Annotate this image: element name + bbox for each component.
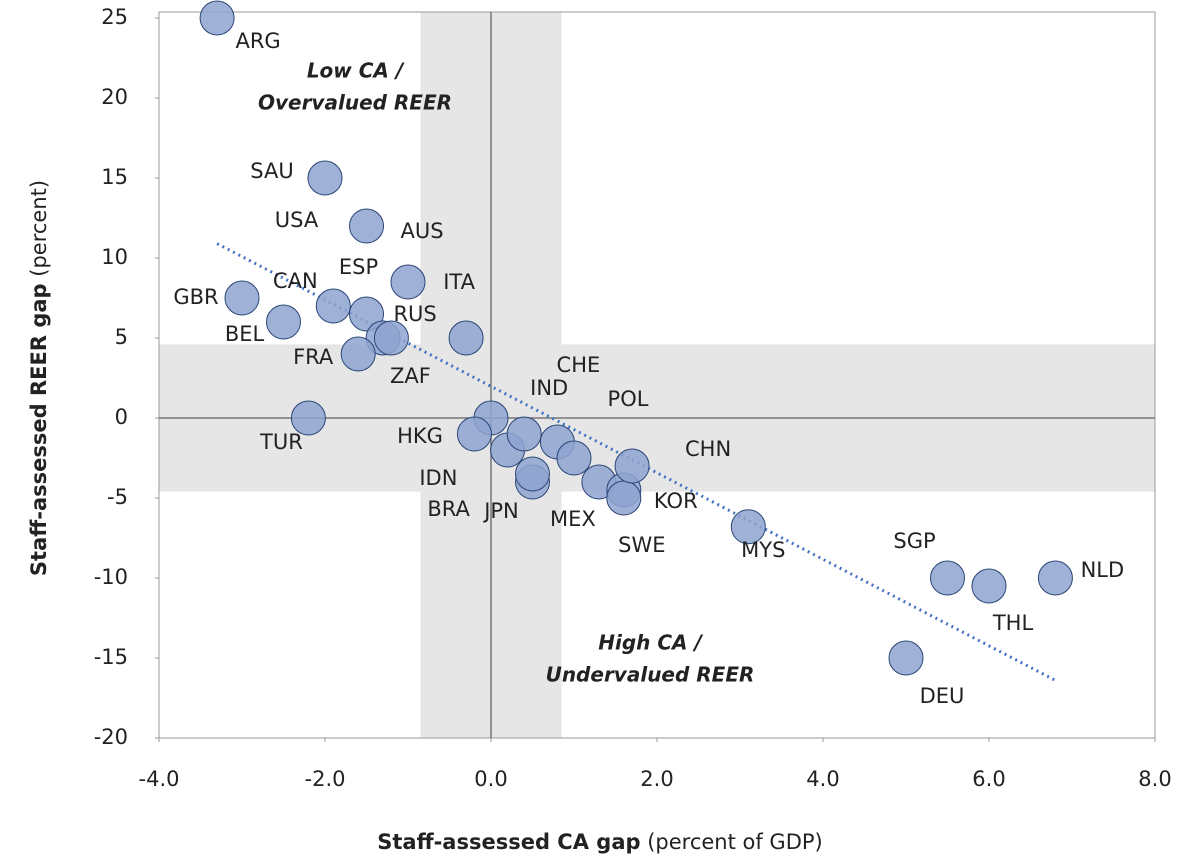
y-axis-title: Staff-assessed REER gap (percent) (27, 180, 51, 576)
point-label: DEU (920, 684, 965, 708)
point-label: MYS (741, 538, 785, 562)
point (515, 456, 550, 492)
y-axis-title-bold: Staff-assessed REER gap (27, 283, 51, 576)
x-tick-label: 2.0 (640, 767, 673, 791)
point-label: SWE (618, 533, 665, 557)
point-label: THL (992, 611, 1034, 635)
y-tick-label: 15 (101, 165, 128, 189)
point (556, 440, 592, 476)
point (888, 640, 924, 676)
point-label: USA (275, 208, 319, 232)
point-label: GBR (173, 285, 218, 309)
y-axis-title-normal: (percent) (27, 180, 51, 277)
point-label: JPN (482, 499, 519, 523)
point (506, 416, 542, 452)
point (340, 336, 376, 372)
x-axis-title-bold: Staff-assessed CA gap (377, 830, 640, 854)
x-tick-label: -2.0 (305, 767, 346, 791)
y-tick-label: -20 (94, 725, 128, 749)
point-label: BEL (225, 322, 265, 346)
y-tick-label: 10 (101, 245, 128, 269)
point (199, 0, 235, 36)
point (373, 320, 409, 356)
point-label: ESP (339, 255, 378, 279)
point-label: SAU (250, 159, 293, 183)
point-label: BRA (427, 497, 470, 521)
point-label: RUS (393, 302, 436, 326)
annotation: Overvalued REER (258, 91, 452, 115)
x-tick-label: 6.0 (972, 767, 1005, 791)
point (971, 568, 1007, 604)
y-tick-label: 20 (101, 85, 128, 109)
point (730, 509, 766, 545)
point (614, 448, 650, 484)
point (307, 160, 343, 196)
point-label: SGP (893, 529, 935, 553)
point-label: NLD (1081, 558, 1125, 582)
y-tick-label: -10 (94, 565, 128, 589)
point (390, 264, 426, 300)
x-tick-label: 0.0 (474, 767, 507, 791)
point (448, 320, 484, 356)
y-tick-label: -15 (94, 645, 128, 669)
x-tick-label: 4.0 (806, 767, 839, 791)
x-axis-title: Staff-assessed CA gap (percent of GDP) (377, 830, 823, 854)
point (315, 288, 351, 324)
y-tick-label: 5 (115, 325, 128, 349)
point-label: IDN (419, 466, 457, 490)
point-label: TUR (259, 430, 303, 454)
point-label: MEX (550, 507, 596, 531)
y-tick-label: -5 (107, 485, 128, 509)
y-tick-label: 25 (101, 5, 128, 29)
point (266, 304, 301, 340)
point-label: ZAF (390, 364, 431, 388)
point-label: KOR (654, 489, 698, 513)
point-label: IND (530, 376, 568, 400)
point-label: CHE (557, 353, 601, 377)
point (349, 208, 384, 244)
point (1037, 560, 1073, 596)
point-label: ARG (235, 29, 280, 53)
annotation: High CA / (598, 631, 703, 655)
annotation: Low CA / (307, 59, 405, 83)
point (456, 416, 492, 452)
x-tick-label: 8.0 (1138, 767, 1171, 791)
x-axis-title-normal: (percent of GDP) (647, 830, 823, 854)
point-label: CAN (273, 269, 318, 293)
annotation: Undervalued REER (546, 663, 755, 687)
point (290, 400, 326, 436)
point-label: CHN (685, 437, 731, 461)
point-label: FRA (293, 345, 334, 369)
y-tick-label: 0 (115, 405, 128, 429)
point-label: AUS (400, 219, 443, 243)
point-label: POL (608, 387, 649, 411)
point (930, 560, 965, 596)
point-label: ITA (443, 270, 475, 294)
point (224, 280, 260, 316)
point-label: HKG (397, 424, 443, 448)
point (606, 480, 642, 516)
x-tick-label: -4.0 (139, 767, 180, 791)
